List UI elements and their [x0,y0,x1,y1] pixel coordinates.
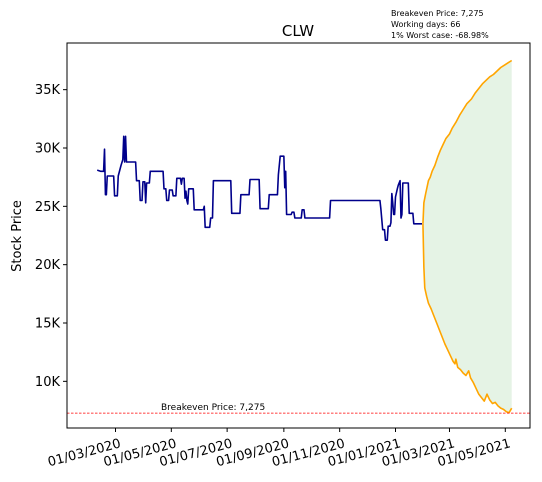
projection-band [422,60,512,413]
annotation-breakeven: Breakeven Price: 7,275 [391,9,484,18]
y-tick-label: 25K [35,200,61,215]
y-axis: 10K 15K 20K 25K 30K 35K [35,83,67,390]
y-tick-label: 15K [35,317,61,332]
projection-lower-line [422,223,513,414]
plot-area [67,59,530,414]
y-axis-title: Stock Price [10,200,25,272]
y-tick-label: 10K [35,375,61,390]
annotation-worst-case: 1% Worst case: -68.98% [391,31,489,40]
plot-frame [66,42,531,429]
breakeven-line-label: Breakeven Price: 7,275 [161,403,265,413]
y-tick-label: 30K [35,142,61,157]
projection-upper-line [422,59,513,224]
y-tick-label: 20K [35,258,61,273]
y-tick-label: 35K [35,83,61,98]
historical-price-line [96,135,423,241]
chart-title: CLW [282,22,314,40]
annotation-working-days: Working days: 66 [391,20,460,29]
